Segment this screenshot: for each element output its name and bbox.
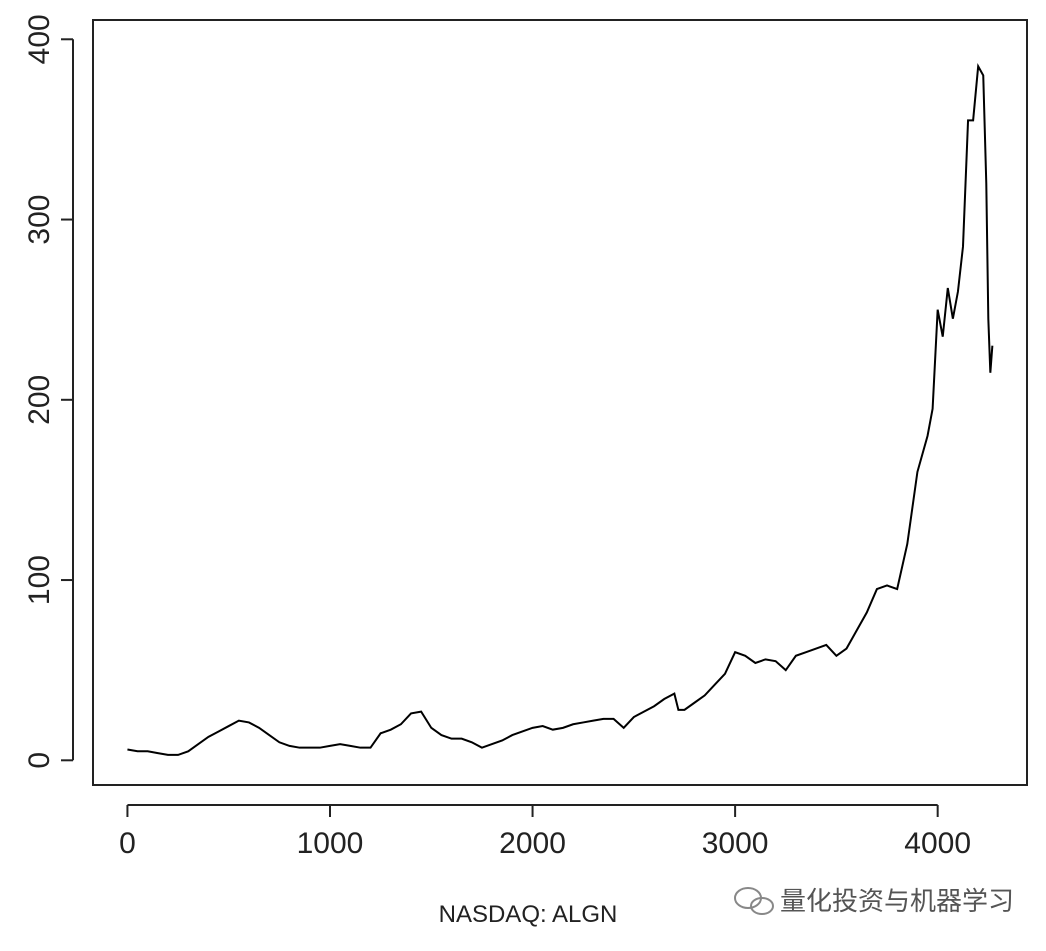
x-tick-label: 0 bbox=[119, 827, 136, 860]
watermark-icon bbox=[734, 887, 774, 915]
y-tick-label: 0 bbox=[23, 752, 56, 769]
line bbox=[127, 63, 994, 756]
watermark: 量化投资与机器学习 bbox=[780, 886, 1014, 916]
x-tick-label: 1000 bbox=[297, 827, 364, 860]
x-tick-label: 3000 bbox=[702, 827, 769, 860]
y-tick-label: 200 bbox=[23, 375, 56, 425]
y-tick-label: 400 bbox=[23, 14, 56, 64]
caption: NASDAQ: ALGN bbox=[439, 901, 618, 928]
x-tick-label: 2000 bbox=[499, 827, 566, 860]
y-tick-label: 100 bbox=[23, 555, 56, 605]
x-tick-label: 4000 bbox=[904, 827, 971, 860]
y-tick-label: 300 bbox=[23, 195, 56, 245]
plot-frame bbox=[92, 19, 1028, 786]
